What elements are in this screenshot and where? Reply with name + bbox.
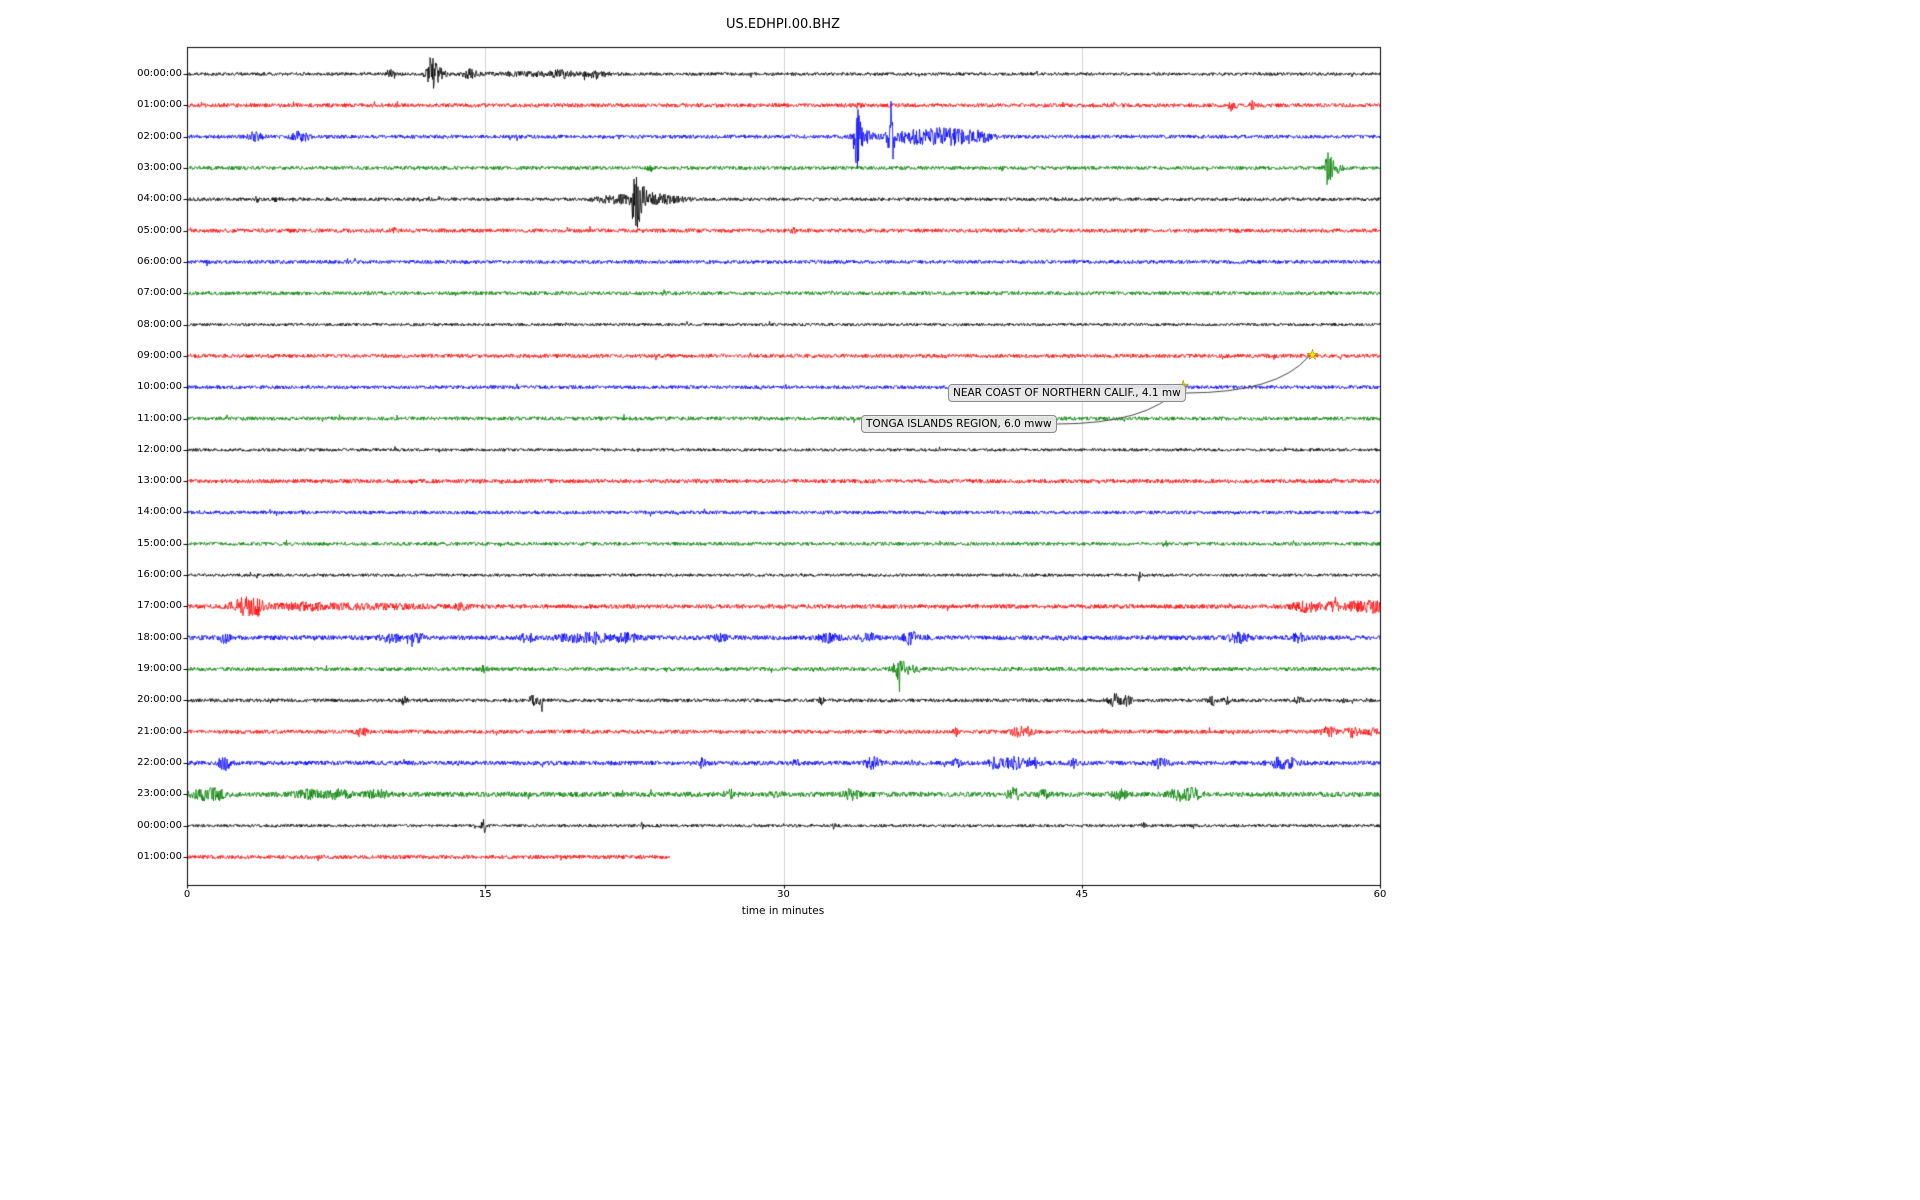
row-time-label: 01:00:00 bbox=[137, 99, 182, 111]
row-time-label: 07:00:00 bbox=[137, 287, 182, 299]
station-title: US.EDHPI.00.BHZ bbox=[726, 17, 840, 32]
x-axis-ticks: 0 15 30 45 60 bbox=[0, 889, 1920, 903]
row-time-label: 15:00:00 bbox=[137, 537, 182, 549]
x-tick-label: 45 bbox=[1075, 889, 1089, 900]
x-axis-title: time in minutes bbox=[741, 905, 825, 917]
row-time-label: 18:00:00 bbox=[137, 631, 182, 643]
x-tick-label: 30 bbox=[777, 889, 790, 900]
x-tick-label: 60 bbox=[1373, 889, 1387, 900]
event-annotation-near-coast: NEAR COAST OF NORTHERN CALIF., 4.1 mw bbox=[948, 384, 1186, 402]
row-time-label: 11:00:00 bbox=[137, 412, 182, 424]
row-time-label: 13:00:00 bbox=[137, 475, 182, 487]
row-time-label: 02:00:00 bbox=[137, 130, 182, 142]
row-time-label: 20:00:00 bbox=[137, 694, 182, 706]
row-time-label: 06:00:00 bbox=[137, 255, 182, 267]
row-time-label: 00:00:00 bbox=[137, 68, 182, 79]
row-time-label: 10:00:00 bbox=[137, 381, 182, 393]
row-time-label: 14:00:00 bbox=[137, 506, 182, 518]
row-time-label: 22:00:00 bbox=[137, 757, 182, 769]
x-tick-label: 15 bbox=[478, 889, 492, 900]
row-time-label: 01:00:00 bbox=[137, 851, 182, 862]
event-star-icon: ★ bbox=[1306, 347, 1319, 363]
row-time-label: 16:00:00 bbox=[137, 569, 182, 581]
row-time-label: 00:00:00 bbox=[137, 819, 182, 831]
row-time-label: 08:00:00 bbox=[137, 318, 182, 330]
row-time-label: 19:00:00 bbox=[137, 663, 182, 675]
row-time-label: 23:00:00 bbox=[137, 788, 182, 800]
row-time-label: 21:00:00 bbox=[137, 725, 182, 737]
row-time-label: 09:00:00 bbox=[137, 349, 182, 361]
x-tick-label: 0 bbox=[183, 889, 191, 900]
row-time-label: 04:00:00 bbox=[137, 193, 182, 205]
row-time-label: 12:00:00 bbox=[137, 443, 182, 455]
row-time-label: 05:00:00 bbox=[137, 224, 182, 236]
row-time-label: 03:00:00 bbox=[137, 161, 182, 173]
event-annotation-tonga: TONGA ISLANDS REGION, 6.0 mww bbox=[861, 415, 1057, 433]
row-time-label: 17:00:00 bbox=[137, 600, 182, 612]
